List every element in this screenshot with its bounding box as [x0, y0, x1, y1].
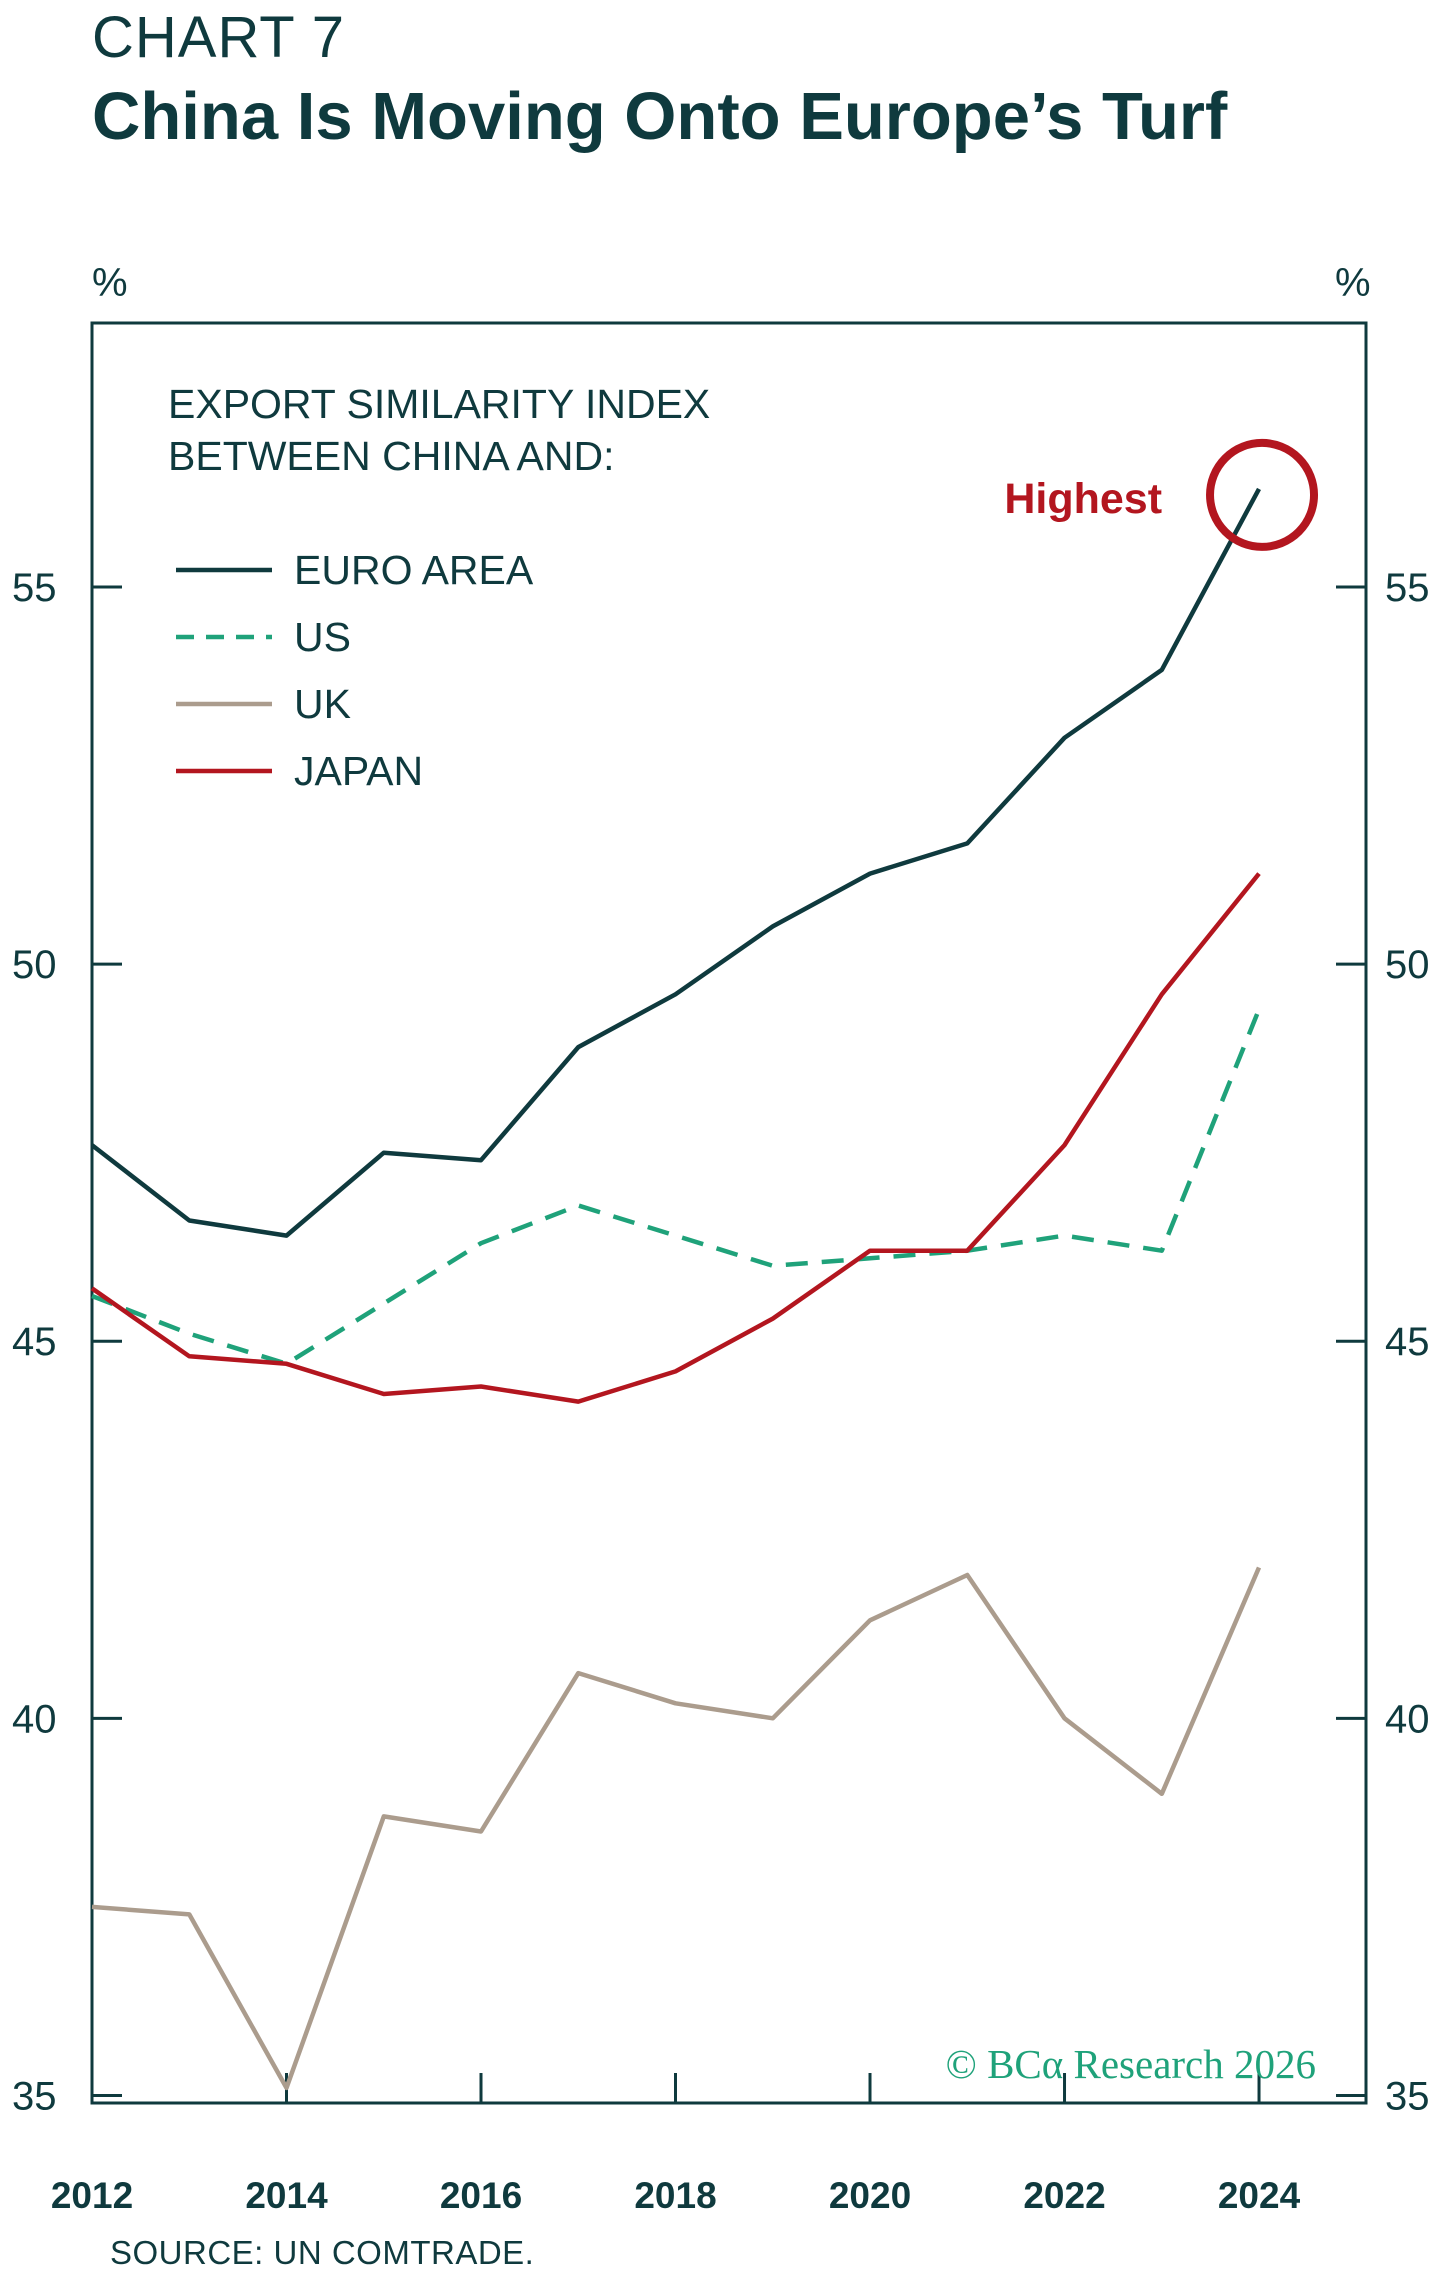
highest-circle-marker — [1206, 438, 1319, 551]
legend-title-line-2: BETWEEN CHINA AND: — [168, 433, 615, 479]
y-tick-label-left-35: 35 — [12, 2074, 57, 2118]
series-line-uk — [91, 1566, 1262, 2091]
series-line-us — [91, 1008, 1262, 1367]
x-tick-label-2022: 2022 — [1023, 2175, 1105, 2216]
x-tick-label-2024: 2024 — [1218, 2175, 1301, 2216]
series-layer — [90, 487, 1262, 2091]
right-unit-label: % — [1335, 261, 1371, 305]
legend-label-uk: UK — [294, 681, 351, 727]
axes: 35 35 40 40 45 45 50 50 55 55 2012 2014 2016 2018 2020… — [12, 566, 1430, 2216]
legend-label-japan: JAPAN — [294, 748, 423, 794]
legend: EXPORT SIMILARITY INDEX BETWEEN CHINA AND… — [168, 381, 710, 794]
legend-label-us: US — [294, 614, 351, 660]
annotation-layer: Highest — [1004, 438, 1319, 551]
y-tick-label-left-50: 50 — [12, 943, 57, 987]
y-tick-label-right-45: 45 — [1385, 1320, 1430, 1364]
series-line-euro-area — [90, 487, 1261, 1238]
source-note: SOURCE: UN COMTRADE. — [110, 2234, 535, 2271]
legend-title-line-1: EXPORT SIMILARITY INDEX — [168, 381, 710, 427]
x-tick-label-2012: 2012 — [51, 2175, 133, 2216]
y-tick-label-left-40: 40 — [12, 1697, 57, 1741]
x-tick-label-2018: 2018 — [634, 2175, 716, 2216]
credit-label: © BCα Research 2026 — [946, 2041, 1316, 2087]
highest-annotation-label: Highest — [1004, 475, 1162, 523]
y-tick-label-right-35: 35 — [1385, 2074, 1430, 2118]
x-tick-label-2016: 2016 — [440, 2175, 522, 2216]
chart-kicker: CHART 7 — [92, 5, 346, 70]
y-tick-label-left-45: 45 — [12, 1320, 57, 1364]
series-line-japan — [90, 872, 1261, 1404]
y-tick-label-right-40: 40 — [1385, 1697, 1430, 1741]
chart-title: China Is Moving Onto Europe’s Turf — [92, 79, 1228, 154]
x-tick-label-2014: 2014 — [245, 2175, 328, 2216]
x-tick-label-2020: 2020 — [829, 2175, 911, 2216]
left-unit-label: % — [92, 261, 128, 305]
plot-frame — [90, 321, 1368, 2105]
legend-label-euro-area: EURO AREA — [294, 547, 534, 593]
y-tick-label-right-50: 50 — [1385, 943, 1430, 987]
y-tick-label-left-55: 55 — [12, 566, 57, 610]
y-tick-label-right-55: 55 — [1385, 566, 1430, 610]
